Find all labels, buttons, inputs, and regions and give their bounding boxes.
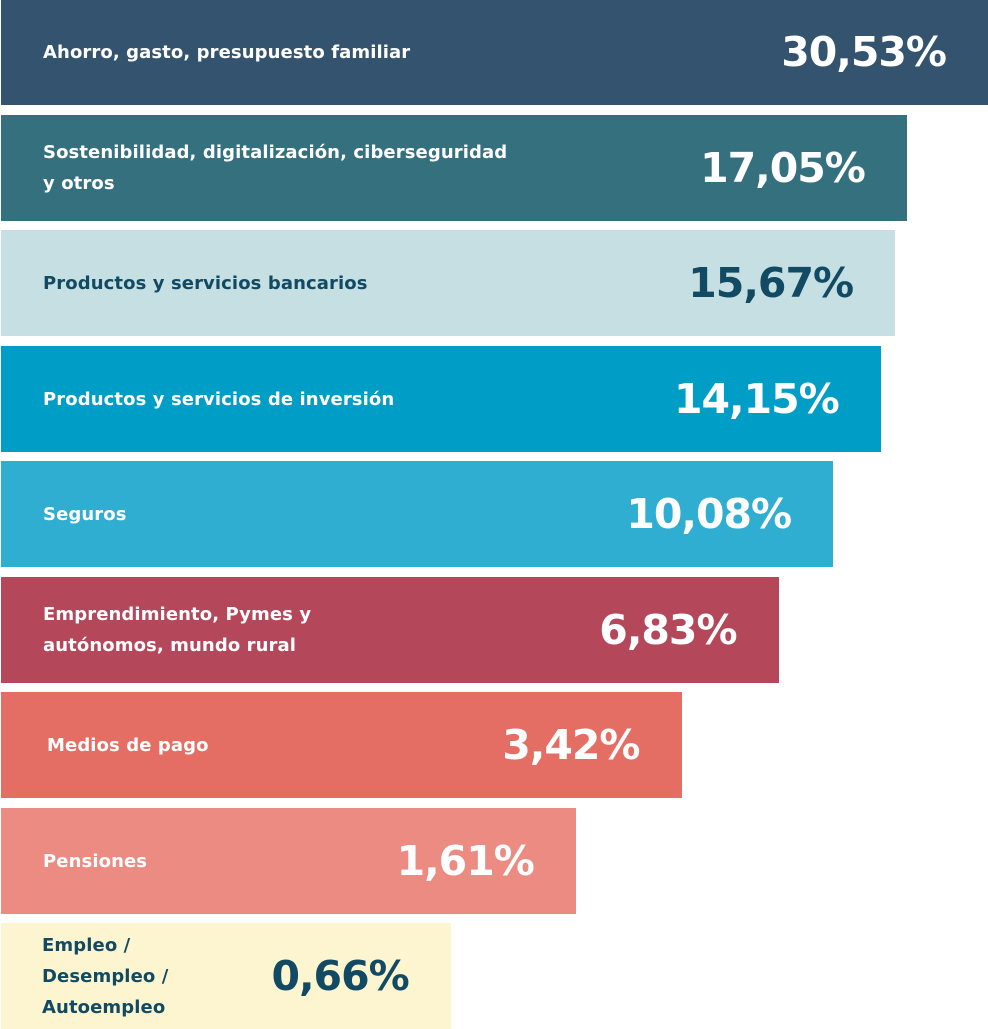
- bar: Ahorro, gasto, presupuesto familiar 30,53…: [1, 0, 988, 105]
- bar-category-label-line: Productos y servicios de inversión: [43, 388, 395, 410]
- bar: Empleo / Desempleo / Autoempleo 0,66%: [1, 923, 451, 1029]
- bar: Seguros 10,08%: [1, 461, 834, 567]
- bar-category-label: Productos y servicios de inversión: [43, 384, 394, 415]
- bar: Medios de pago 3,42%: [1, 692, 682, 798]
- bar-category-label-line: Sostenibilidad, digitalización, ciberseg…: [43, 141, 508, 163]
- bar-category-label: Sostenibilidad, digitalización, ciberseg…: [43, 137, 507, 199]
- bar-category-label-line: Desempleo /: [42, 966, 169, 987]
- bar-value-label: 0,66%: [271, 952, 409, 1000]
- bar-value-label: 17,05%: [700, 143, 866, 192]
- bar-category-label: Productos y servicios bancarios: [43, 268, 368, 299]
- bar-category-label: Medios de pago: [47, 730, 209, 761]
- bar: Productos y servicios de inversión 14,15%: [1, 345, 881, 452]
- bar-category-label-line: autónomos, mundo rural: [43, 634, 297, 656]
- bar-category-label-line: Emprendimiento, Pymes y: [43, 603, 312, 625]
- bar: Sostenibilidad, digitalización, ciberseg…: [1, 114, 907, 221]
- bar-category-label-line: Autoempleo: [42, 997, 166, 1018]
- bar-category-label-line: Empleo /: [42, 935, 131, 956]
- bar-value-label: 1,61%: [396, 836, 535, 885]
- bar-category-label-line: Pensiones: [43, 850, 148, 872]
- bar: Emprendimiento, Pymes y autónomos, mundo …: [1, 576, 779, 683]
- bar-value-label: 14,15%: [673, 374, 840, 423]
- bar-category-label: Pensiones: [43, 846, 147, 877]
- bar: Pensiones 1,61%: [1, 807, 576, 914]
- bar-category-label: Seguros: [43, 499, 127, 530]
- bar-value-label: 10,08%: [626, 490, 792, 538]
- bar-category-label: Ahorro, gasto, presupuesto familiar: [43, 37, 410, 68]
- bar: Productos y servicios bancarios 15,67%: [1, 230, 896, 336]
- bar-category-label-line: Productos y servicios bancarios: [43, 273, 368, 294]
- bar-category-label-line: Seguros: [43, 504, 127, 525]
- bar-category-label-line: y otros: [43, 172, 115, 194]
- bar-value-label: 15,67%: [688, 259, 854, 307]
- bar-value-label: 3,42%: [502, 721, 640, 769]
- bar-value-label: 30,53%: [781, 28, 947, 76]
- bar-category-label: Emprendimiento, Pymes y autónomos, mundo …: [43, 599, 311, 661]
- bar-value-label: 6,83%: [599, 605, 737, 654]
- bar-category-label: Empleo / Desempleo / Autoempleo: [42, 930, 168, 1023]
- bar-category-label-line: Ahorro, gasto, presupuesto familiar: [43, 42, 411, 63]
- bar-category-label-line: Medios de pago: [47, 735, 209, 756]
